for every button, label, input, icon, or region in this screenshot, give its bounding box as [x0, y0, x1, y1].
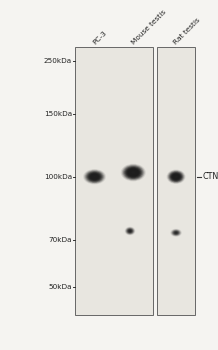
Ellipse shape: [129, 169, 138, 176]
Ellipse shape: [129, 230, 131, 232]
Ellipse shape: [128, 229, 133, 233]
Ellipse shape: [172, 230, 181, 236]
Ellipse shape: [125, 167, 141, 178]
Text: 50kDa: 50kDa: [48, 284, 72, 290]
Text: Rat testis: Rat testis: [173, 17, 202, 46]
Text: 70kDa: 70kDa: [48, 237, 72, 243]
Ellipse shape: [168, 171, 184, 183]
Ellipse shape: [128, 230, 131, 232]
Ellipse shape: [171, 173, 181, 181]
Ellipse shape: [130, 170, 137, 175]
Ellipse shape: [172, 174, 180, 180]
Ellipse shape: [175, 176, 177, 177]
Ellipse shape: [85, 170, 104, 183]
Ellipse shape: [128, 169, 139, 176]
Ellipse shape: [175, 232, 177, 233]
Ellipse shape: [126, 168, 140, 177]
Ellipse shape: [132, 172, 134, 173]
Ellipse shape: [89, 173, 100, 180]
Ellipse shape: [173, 231, 179, 235]
Ellipse shape: [167, 169, 186, 184]
Ellipse shape: [131, 171, 136, 174]
Bar: [157, 47, 195, 315]
Ellipse shape: [87, 172, 102, 182]
Text: 100kDa: 100kDa: [44, 174, 72, 180]
Ellipse shape: [94, 176, 96, 177]
Ellipse shape: [174, 232, 178, 234]
Ellipse shape: [127, 229, 133, 233]
Ellipse shape: [126, 228, 133, 234]
Ellipse shape: [175, 232, 177, 233]
Text: CTNNA3: CTNNA3: [202, 172, 218, 181]
Ellipse shape: [84, 170, 105, 184]
Ellipse shape: [92, 175, 97, 178]
Ellipse shape: [90, 174, 99, 180]
Ellipse shape: [170, 172, 182, 181]
Ellipse shape: [125, 227, 135, 235]
Ellipse shape: [121, 164, 146, 181]
Text: 150kDa: 150kDa: [44, 111, 72, 117]
Ellipse shape: [174, 175, 179, 179]
Text: PC-3: PC-3: [91, 29, 107, 46]
Ellipse shape: [174, 175, 178, 178]
Ellipse shape: [128, 229, 132, 233]
Ellipse shape: [167, 170, 185, 183]
Ellipse shape: [124, 166, 142, 179]
Ellipse shape: [126, 228, 135, 235]
Bar: [75, 47, 153, 315]
Ellipse shape: [172, 230, 180, 236]
Text: Mouse testis: Mouse testis: [130, 9, 167, 46]
Text: 250kDa: 250kDa: [44, 58, 72, 64]
Ellipse shape: [91, 175, 98, 179]
Ellipse shape: [171, 229, 181, 237]
Ellipse shape: [83, 169, 106, 184]
Ellipse shape: [122, 164, 145, 181]
Ellipse shape: [174, 231, 178, 234]
Ellipse shape: [88, 173, 101, 181]
Ellipse shape: [171, 229, 181, 236]
Ellipse shape: [86, 171, 103, 182]
Ellipse shape: [123, 165, 143, 180]
Ellipse shape: [173, 174, 179, 179]
Ellipse shape: [173, 231, 179, 234]
Ellipse shape: [126, 228, 134, 234]
Ellipse shape: [169, 172, 183, 182]
